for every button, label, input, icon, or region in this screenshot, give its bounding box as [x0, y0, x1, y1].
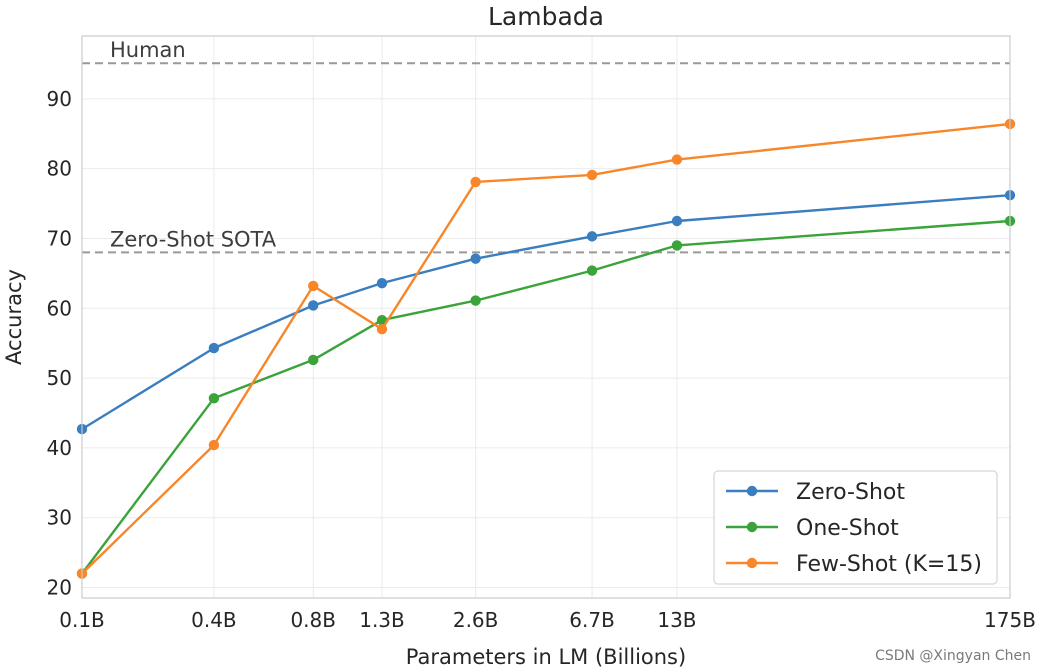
legend-marker [746, 485, 758, 497]
data-point [308, 300, 319, 311]
watermark: CSDN @Xingyan Chen [875, 648, 1031, 664]
data-point [671, 154, 683, 165]
data-point [586, 231, 598, 242]
legend-marker [746, 557, 758, 569]
series-group [76, 118, 1016, 579]
legend-marker [746, 521, 758, 533]
reference-label: Human [110, 38, 186, 62]
y-tick-label: 90 [47, 87, 72, 111]
data-point [586, 169, 598, 181]
y-tick-label: 60 [47, 296, 72, 320]
y-tick-label: 80 [47, 157, 72, 181]
x-tick-label: 2.6B [453, 608, 499, 632]
legend-label: Few-Shot (K=15) [796, 552, 982, 577]
y-tick-label: 40 [47, 436, 72, 460]
y-tick-label: 70 [47, 226, 72, 250]
y-axis-title: Accuracy [2, 269, 26, 365]
x-tick-label: 0.4B [191, 608, 237, 632]
series-line-zero-shot [81, 194, 1011, 431]
data-point [208, 342, 220, 354]
data-point [470, 176, 481, 188]
y-tick-label: 50 [47, 366, 72, 390]
x-tick-label: 6.7B [569, 608, 615, 632]
data-point [470, 253, 481, 264]
data-point [208, 439, 220, 451]
x-tick-label: 0.8B [290, 608, 336, 632]
grid [81, 36, 1011, 598]
series-line-one-shot [81, 219, 1011, 575]
legend-label: Zero-Shot [796, 480, 905, 505]
data-point [376, 324, 388, 335]
x-tick-label: 0.1B [59, 608, 105, 632]
data-point [671, 240, 683, 251]
data-point [308, 280, 319, 292]
series-line-few-shot-k-15- [81, 122, 1011, 575]
data-point [671, 215, 683, 227]
data-point [586, 265, 598, 276]
plot-frame [81, 35, 1011, 599]
x-axis-title: Parameters in LM (Billions) [406, 645, 686, 669]
reference-lines: Human Zero-Shot SOTA [82, 38, 1010, 254]
chart-title: Lambada [488, 2, 604, 31]
data-point [376, 277, 388, 289]
tick-labels: 20 30 40 50 60 70 80 90 0.1B 0.4B 0.8B 1.3B 2.6B 6.7B… [47, 87, 1036, 632]
legend: Zero-Shot One-Shot Few-Shot (K=15) [713, 470, 998, 585]
data-point [308, 354, 319, 366]
legend-box [713, 470, 998, 585]
legend-label: One-Shot [796, 516, 899, 541]
reference-label: Zero-Shot SOTA [110, 227, 277, 251]
y-tick-label: 30 [47, 506, 72, 530]
x-tick-label: 1.3B [359, 608, 405, 632]
data-point [376, 314, 388, 326]
x-tick-label: 175B [984, 608, 1036, 632]
y-tick-label: 20 [47, 576, 72, 600]
data-point [208, 393, 220, 404]
data-point [470, 295, 481, 306]
x-tick-label: 13B [657, 608, 696, 632]
